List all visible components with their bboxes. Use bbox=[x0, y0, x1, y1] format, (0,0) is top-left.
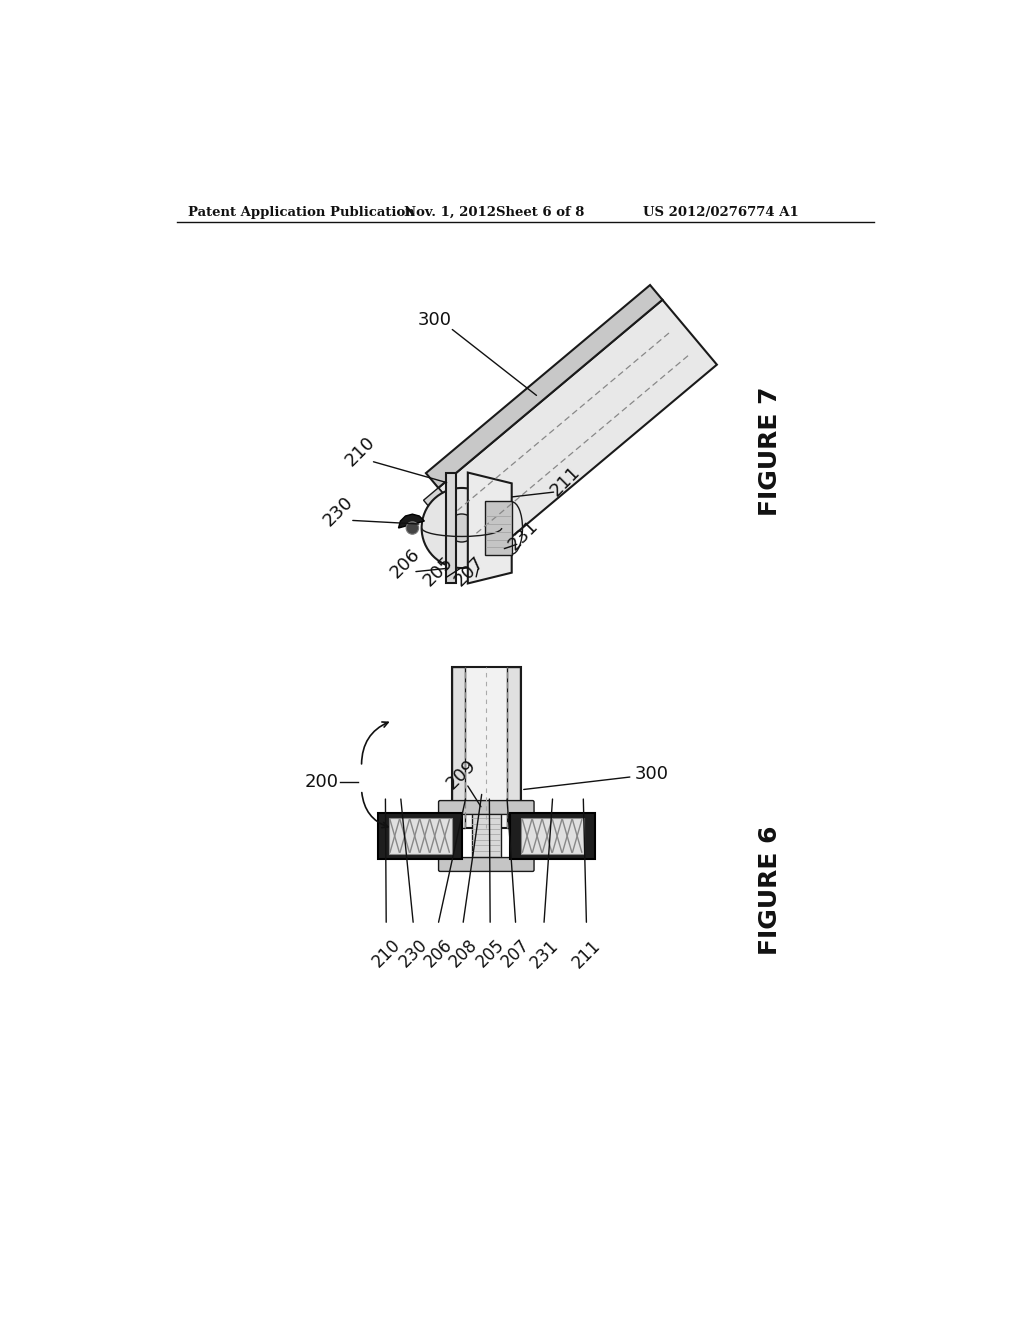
Bar bbox=[452, 667, 521, 829]
FancyBboxPatch shape bbox=[438, 800, 535, 814]
Bar bbox=[510, 813, 595, 859]
Text: 200: 200 bbox=[304, 774, 339, 791]
Bar bbox=[452, 667, 465, 829]
Bar bbox=[472, 813, 501, 859]
Text: 211: 211 bbox=[547, 463, 584, 500]
Bar bbox=[521, 818, 584, 854]
Text: 210: 210 bbox=[342, 433, 379, 470]
Bar bbox=[378, 813, 463, 859]
Text: 211: 211 bbox=[568, 936, 604, 972]
Polygon shape bbox=[398, 515, 424, 528]
Text: FIGURE 7: FIGURE 7 bbox=[758, 387, 781, 516]
Text: 300: 300 bbox=[418, 312, 452, 329]
Text: 210: 210 bbox=[369, 936, 403, 972]
Text: Sheet 6 of 8: Sheet 6 of 8 bbox=[497, 206, 585, 219]
Text: Patent Application Publication: Patent Application Publication bbox=[188, 206, 415, 219]
Polygon shape bbox=[484, 502, 512, 554]
Text: 206: 206 bbox=[387, 545, 424, 582]
Polygon shape bbox=[446, 473, 456, 583]
Text: 231: 231 bbox=[526, 936, 562, 972]
Text: 206: 206 bbox=[421, 936, 456, 972]
Polygon shape bbox=[426, 285, 663, 488]
Text: 209: 209 bbox=[443, 756, 480, 793]
Text: US 2012/0276774 A1: US 2012/0276774 A1 bbox=[643, 206, 799, 219]
Text: 207: 207 bbox=[498, 936, 534, 972]
Text: Nov. 1, 2012: Nov. 1, 2012 bbox=[403, 206, 496, 219]
Polygon shape bbox=[472, 545, 493, 565]
Text: 205: 205 bbox=[420, 553, 457, 590]
Ellipse shape bbox=[422, 488, 502, 568]
Polygon shape bbox=[424, 488, 444, 507]
Text: 207: 207 bbox=[451, 553, 487, 590]
FancyBboxPatch shape bbox=[438, 858, 535, 871]
Bar bbox=[388, 818, 452, 854]
Text: 230: 230 bbox=[395, 936, 431, 972]
Circle shape bbox=[407, 521, 419, 535]
Polygon shape bbox=[468, 473, 512, 583]
Polygon shape bbox=[438, 300, 717, 553]
Text: 208: 208 bbox=[445, 936, 480, 972]
Text: 231: 231 bbox=[505, 517, 542, 554]
Text: 205: 205 bbox=[473, 936, 508, 972]
Text: 300: 300 bbox=[635, 766, 669, 783]
Text: FIGURE 6: FIGURE 6 bbox=[758, 825, 781, 954]
Ellipse shape bbox=[447, 513, 476, 543]
Text: 230: 230 bbox=[319, 492, 357, 529]
Bar bbox=[507, 667, 520, 829]
